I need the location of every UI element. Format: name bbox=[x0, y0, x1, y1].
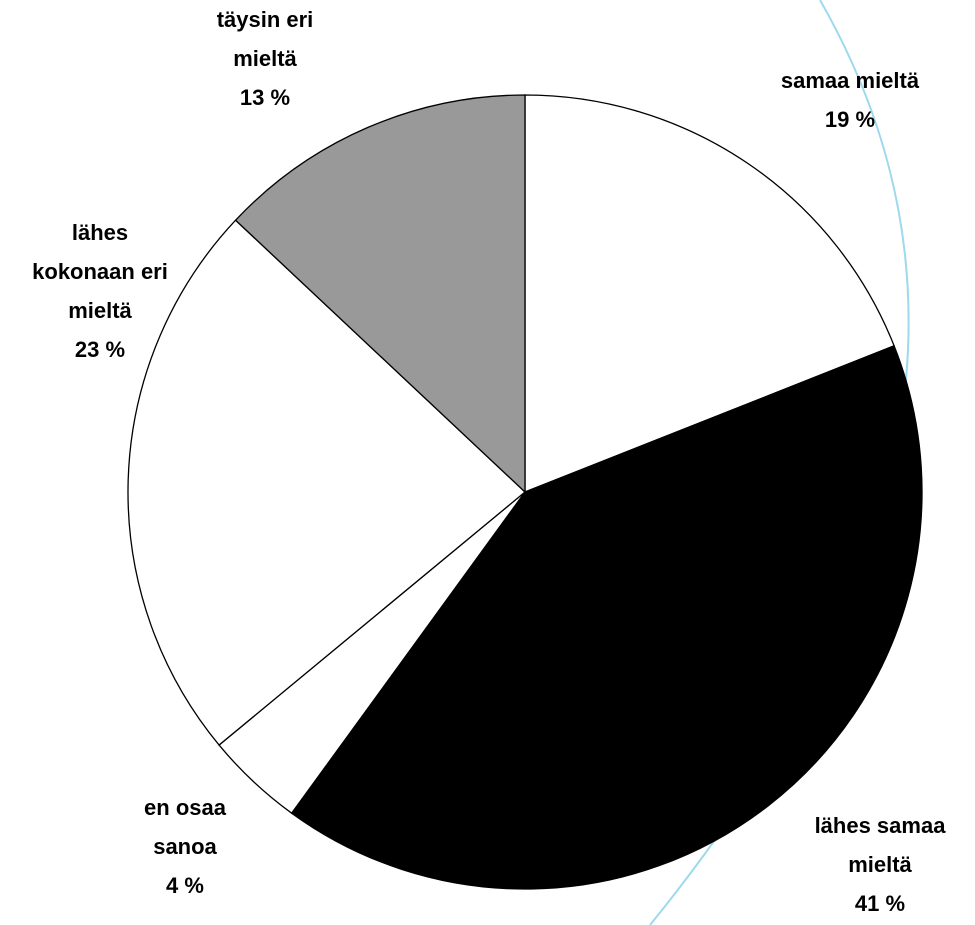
labels: samaa mieltä 19 % lähes samaa mieltä 41 % en … bbox=[32, 7, 946, 916]
label-line: samaa mieltä bbox=[781, 68, 920, 93]
value-label: 23 % bbox=[75, 337, 125, 362]
slice-label: en osaa sanoa bbox=[144, 795, 227, 859]
label-line: kokonaan eri bbox=[32, 259, 168, 284]
label-line: täysin eri bbox=[217, 7, 314, 32]
pie bbox=[127, 94, 923, 890]
slice-label: lähes kokonaan eri mieltä bbox=[32, 220, 168, 323]
label-line: mieltä bbox=[848, 852, 912, 877]
value-label: 13 % bbox=[240, 85, 290, 110]
slice-label: täysin eri mieltä bbox=[217, 7, 314, 71]
value-label: 4 % bbox=[166, 873, 204, 898]
label-line: lähes bbox=[72, 220, 128, 245]
label-line: mieltä bbox=[68, 298, 132, 323]
label-line: en osaa bbox=[144, 795, 227, 820]
pie-slice bbox=[127, 219, 526, 746]
pie-slice bbox=[290, 345, 923, 890]
label-line: mieltä bbox=[233, 46, 297, 71]
value-label: 41 % bbox=[855, 891, 905, 916]
slice-label: lähes samaa mieltä bbox=[815, 813, 947, 877]
pie-slice bbox=[234, 94, 526, 494]
pie-slice bbox=[524, 94, 895, 493]
label-line: sanoa bbox=[153, 834, 217, 859]
label-line: lähes samaa bbox=[815, 813, 947, 838]
value-label: 19 % bbox=[825, 107, 875, 132]
slice-label: samaa mieltä bbox=[781, 68, 920, 93]
